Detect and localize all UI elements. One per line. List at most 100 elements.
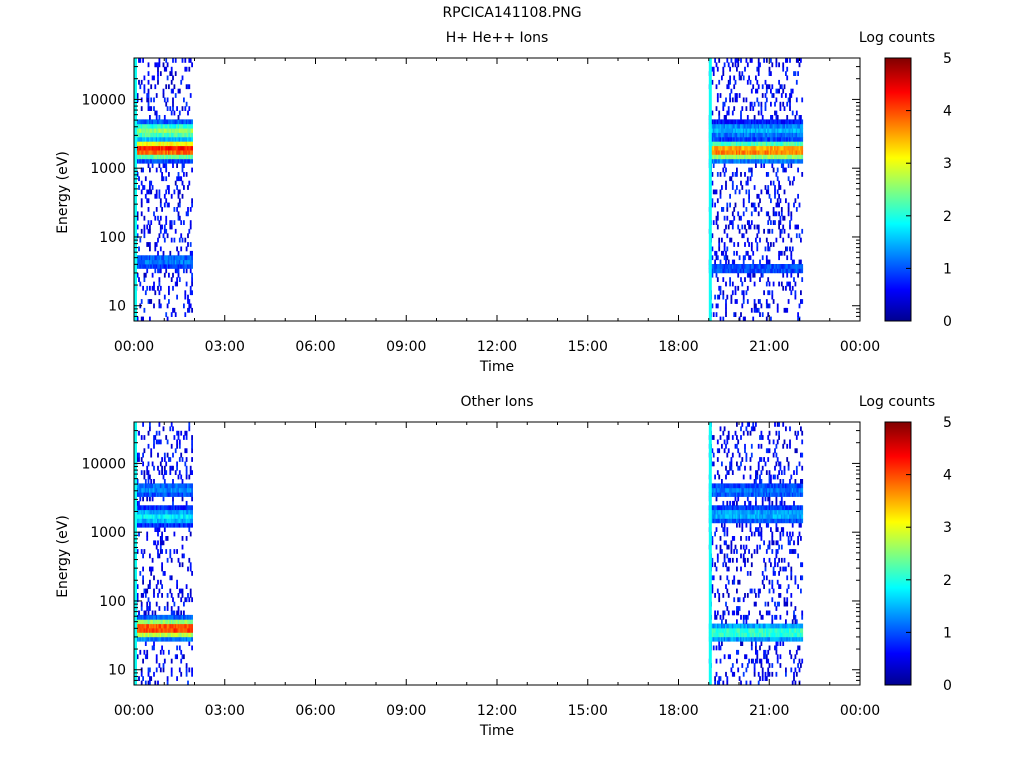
spectrogram-cell [147,509,150,515]
spectrogram-cell [752,123,755,129]
spectrogram-cell [715,272,718,278]
spectrogram-cell [774,645,776,651]
spectrogram-cell [180,658,183,664]
spectrogram-cell [790,237,793,243]
spectrogram-cell [174,150,177,155]
spectrogram-cell [177,487,180,493]
spectrogram-cell [767,636,770,642]
spectrogram-cell [772,268,775,274]
spectrogram-cell [177,202,180,208]
spectrogram-cell [183,483,185,489]
spectrogram-cell [764,79,767,85]
spectrogram-cell [744,443,746,449]
spectrogram-cell [776,601,779,607]
spectrogram-cell [780,119,783,125]
spectrogram-cell [760,614,763,620]
spectrogram-cell [734,518,737,524]
spectrogram-cell [143,158,146,164]
spectrogram-cell [166,636,169,642]
spectrogram-cell [768,505,771,511]
spectrogram-cell [146,514,149,519]
spectrogram-cell [725,255,727,261]
spectrogram-cell [161,522,163,528]
spectrogram-cell [176,645,178,651]
spectrogram-cell [165,163,168,168]
spectrogram-cell [734,62,737,68]
spectrogram-cell [737,496,740,502]
spectrogram-cell [756,474,759,480]
spectrogram-cell [798,628,801,633]
spectrogram-cell [170,150,173,155]
spectrogram-cell [756,193,759,199]
spectrogram-cell [726,264,729,269]
spectrogram-cell [738,255,741,261]
spectrogram-cell [741,514,744,519]
spectrogram-cell [163,193,166,199]
spectrogram-cell [800,518,802,524]
spectrogram-cell [169,470,172,475]
spectrogram-cell [797,663,799,668]
spectrogram-cell [715,268,718,274]
spectrogram-cell [158,632,161,638]
spectrogram-cell [752,128,755,133]
spectrogram-cell [795,518,798,524]
spectrogram-cell [765,136,768,142]
spectrogram-cell [729,176,731,182]
spectrogram-cell [161,172,163,177]
spectrogram-cell [801,228,804,234]
spectrogram-cell [719,628,722,633]
spectrogram-cell [753,426,756,432]
spectrogram-cell [774,448,776,454]
spectrogram-cell [737,264,740,269]
spectrogram-cell [778,492,780,497]
spectrogram-cell [185,487,188,493]
spectrogram-cell [170,619,173,625]
spectrogram-cell [153,150,155,155]
spectrogram-cell [147,259,150,265]
spectrogram-cell [155,636,158,642]
spectrogram-cell [763,58,765,63]
spectrogram-cell [749,483,752,489]
spectrogram-cell [736,250,738,256]
spectrogram-cell [711,448,714,454]
spectrogram-cell [790,150,793,155]
spectrogram-cell [776,176,779,182]
spectrogram-cell [795,150,798,155]
spectrogram-cell [793,487,795,493]
spectrogram-cell [149,185,151,190]
spectrogram-cell [779,220,782,225]
spectrogram-cell [755,128,757,133]
spectrogram-cell [159,509,162,515]
spectrogram-cell [794,614,797,620]
spectrogram-cell [775,211,778,217]
spectrogram-cell [159,619,162,625]
spectrogram-cell [139,514,142,519]
spectrogram-cell [801,614,804,620]
spectrogram-cell [177,632,180,638]
spectrogram-cell [726,136,729,142]
spectrogram-cell [771,93,774,98]
spectrogram-cell [725,128,727,133]
spectrogram-cell [793,202,795,208]
spectrogram-cell [185,141,188,147]
spectrogram-cell [794,579,797,585]
spectrogram-cell [723,128,726,133]
spectrogram-cell [741,641,744,646]
spectrogram-cell [733,509,736,515]
spectrogram-cell [166,154,169,160]
spectrogram-cell [183,128,185,133]
spectrogram-cell [756,619,759,625]
spectrogram-cell [187,123,189,129]
spectrogram-cell [172,97,174,103]
spectrogram-cell [712,71,715,76]
spectrogram-cell [181,636,184,642]
spectrogram-cell [782,636,785,642]
spectrogram-cell [774,422,776,427]
spectrogram-cell [750,211,753,217]
spectrogram-cell [768,128,771,133]
spectrogram-cell [176,518,178,524]
spectrogram-cell [753,207,756,212]
spectrogram-cell [771,540,774,546]
spectrogram-cell [178,158,181,164]
spectrogram-cell [764,268,767,274]
